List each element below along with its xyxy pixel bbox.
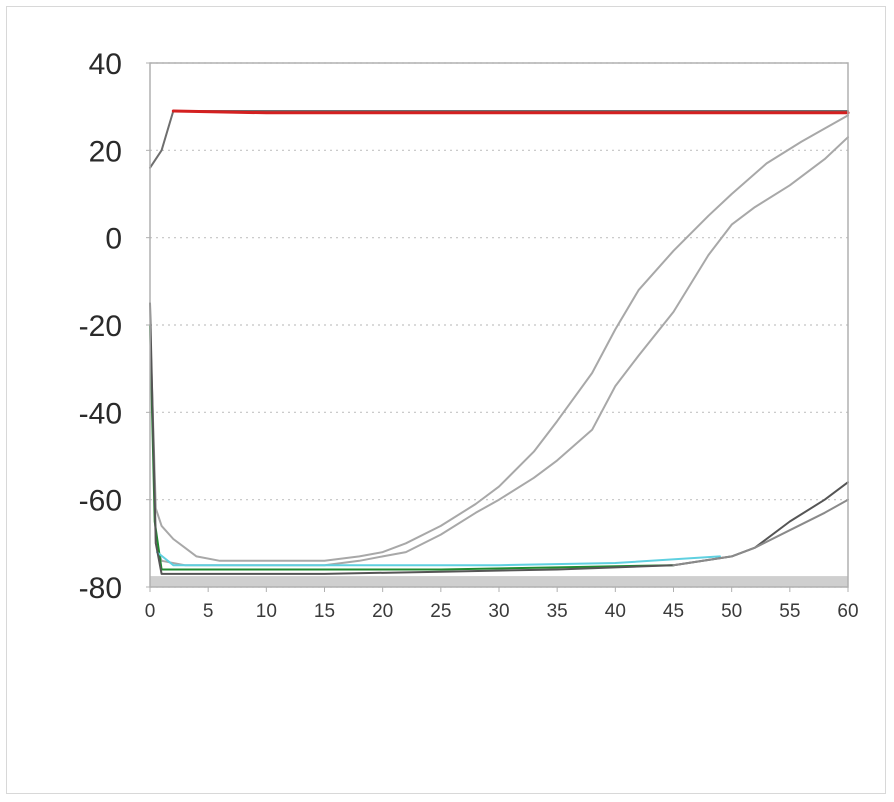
x-tick-label: 45 [663, 601, 684, 622]
series-line-4 [149, 324, 675, 571]
x-axis-ticks: 0 5 10 15 20 25 30 35 40 45 50 55 60 [145, 587, 859, 622]
series-line-5 [156, 551, 721, 567]
x-tick-label: 20 [372, 601, 393, 622]
y-tick-label: -60 [79, 485, 122, 518]
y-tick-label: -40 [79, 397, 122, 430]
series-line-2 [149, 114, 849, 562]
series-line-1 [171, 109, 850, 115]
x-tick-label: 15 [314, 601, 335, 622]
x-tick-label: 10 [256, 601, 277, 622]
baseline-band [150, 576, 848, 587]
x-tick-label: 50 [721, 601, 742, 622]
x-tick-label: 60 [837, 601, 858, 622]
y-tick-label: 40 [89, 48, 122, 81]
x-tick-label: 25 [430, 601, 451, 622]
y-tick-label: -80 [79, 572, 122, 605]
y-axis-ticks: 40 20 0 -20 -40 -60 -80 [79, 48, 150, 605]
y-tick-label: -20 [79, 310, 122, 343]
baseline-band-fill [150, 576, 848, 587]
y-tick-label: 0 [105, 223, 122, 256]
x-tick-label: 35 [547, 601, 568, 622]
series-line-6 [149, 302, 849, 575]
series-line-0 [149, 110, 849, 169]
x-tick-label: 0 [145, 601, 156, 622]
x-tick-label: 40 [605, 601, 626, 622]
x-tick-label: 30 [488, 601, 509, 622]
series-layer [149, 109, 850, 575]
x-tick-label: 55 [779, 601, 800, 622]
y-tick-label: 20 [89, 135, 122, 168]
gridlines [150, 62, 848, 588]
x-tick-label: 5 [203, 601, 214, 622]
series-line-7 [672, 498, 849, 567]
series-line-3 [149, 136, 849, 567]
